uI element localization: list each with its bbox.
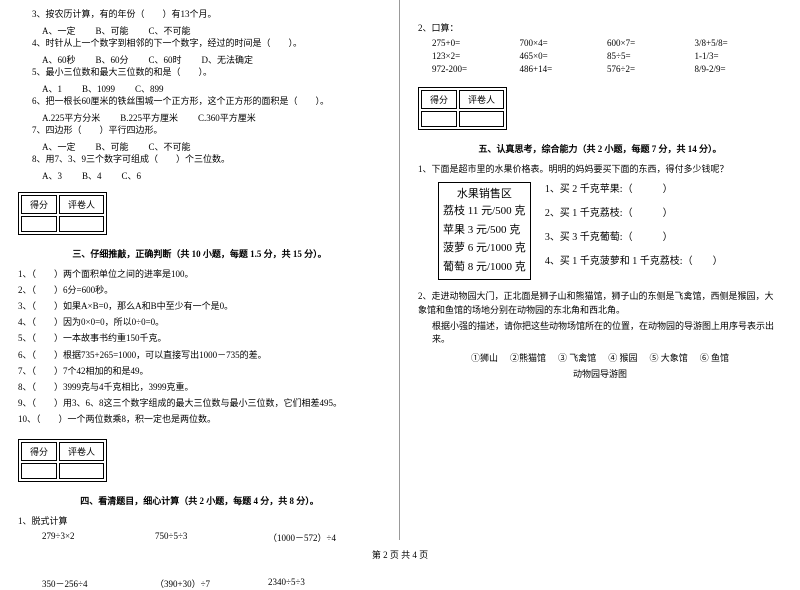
question-3: 3、按农历计算，有的年份（ ）有13个月。 <box>18 8 381 21</box>
map-title: 动物园导游图 <box>418 368 782 381</box>
section-3-title: 三、仔细推敲，正确判断（共 10 小题，每题 1.5 分，共 15 分）。 <box>18 247 381 260</box>
q4-options: A、60秒B、60分C、60时D、无法确定 <box>18 53 381 66</box>
q3-options: A、一定B、可能C、不可能 <box>18 24 381 37</box>
question-8: 8、用7、3、9三个数字可组成（ ）个三位数。 <box>18 153 381 166</box>
mental-row-2: 123×2=465×0=85÷5=1-1/3= <box>418 51 782 61</box>
judge-2: 2、（ ）6分=600秒。 <box>18 284 381 297</box>
q7-options: A、一定B、可能C、不可能 <box>18 140 381 153</box>
score-box-4: 得分评卷人 <box>18 439 107 482</box>
q6-options: A.225平方分米B.225平方厘米C.360平方厘米 <box>18 111 381 124</box>
problem-1: 1、下面是超市里的水果价格表。明明的妈妈要买下面的东西，得付多少钱呢？ <box>418 163 782 176</box>
problem-2a: 2、走进动物园大门，正北面是狮子山和熊猫馆，狮子山的东侧是飞禽馆，西侧是猴园，大… <box>418 290 782 316</box>
calc-row-1: 279÷3×2750÷5÷3（1000－572）÷4 <box>18 531 381 544</box>
judge-9: 9、（ ）用3、6、8这三个数字组成的最大三位数与最小三位数，它们相差495。 <box>18 397 381 410</box>
judge-7: 7、（ ）7个42相加的和是49。 <box>18 365 381 378</box>
legend-row: ①狮山②熊猫馆③ 飞禽馆④ 猴园⑤ 大象馆⑥ 鱼馆 <box>418 352 782 365</box>
mental-row-1: 275+0=700×4=600×7=3/8+5/8= <box>418 38 782 48</box>
judge-8: 8、（ ）3999克与4千克相比，3999克重。 <box>18 381 381 394</box>
judge-5: 5、（ ）一本故事书约重150千克。 <box>18 332 381 345</box>
calc-row-2: 350－256÷4（390+30）÷72340÷5÷3 <box>18 577 381 590</box>
fruit-questions: 1、买 2 千克苹果:（ ） 2、买 1 千克荔枝:（ ） 3、买 3 千克葡萄… <box>531 182 723 280</box>
score-box-5: 得分评卷人 <box>418 87 507 130</box>
question-5: 5、最小三位数和最大三位数的和是（ ）。 <box>18 66 381 79</box>
fruit-section: 水果销售区 荔枝 11 元/500 克 苹果 3 元/500 克 菠萝 6 元/… <box>418 182 782 280</box>
calc-1-label: 1、脱式计算 <box>18 515 381 528</box>
section-5-title: 五、认真思考，综合能力（共 2 小题，每题 7 分，共 14 分）。 <box>418 142 782 155</box>
judge-4: 4、（ ）因为0×0=0，所以0÷0=0。 <box>18 316 381 329</box>
judge-1: 1、（ ）两个面积单位之间的进率是100。 <box>18 268 381 281</box>
judge-3: 3、（ ）如果A×B=0，那么A和B中至少有一个是0。 <box>18 300 381 313</box>
mental-label: 2、口算： <box>418 22 782 35</box>
question-7: 7、四边形（ ）平行四边形。 <box>18 124 381 137</box>
judge-10: 10、（ ）一个两位数乘8，积一定也是两位数。 <box>18 413 381 426</box>
q8-options: A、3B、4C、6 <box>18 169 381 182</box>
score-box-3: 得分评卷人 <box>18 192 107 235</box>
question-4: 4、时针从上一个数字到相邻的下一个数字，经过的时间是（ ）。 <box>18 37 381 50</box>
judge-6: 6、（ ）根据735+265=1000，可以直接写出1000－735的差。 <box>18 349 381 362</box>
problem-2b: 根据小强的描述，请你把这些动物场馆所在的位置，在动物园的导游图上用序号表示出来。 <box>418 320 782 346</box>
right-column: 2、口算： 275+0=700×4=600×7=3/8+5/8= 123×2=4… <box>400 0 800 540</box>
page-footer: 第 2 页 共 4 页 <box>0 548 800 561</box>
q5-options: A、1B、1099C、899 <box>18 82 381 95</box>
fruit-price-table: 水果销售区 荔枝 11 元/500 克 苹果 3 元/500 克 菠萝 6 元/… <box>438 182 531 280</box>
section-4-title: 四、看清题目，细心计算（共 2 小题，每题 4 分，共 8 分）。 <box>18 494 381 507</box>
left-column: 3、按农历计算，有的年份（ ）有13个月。 A、一定B、可能C、不可能 4、时针… <box>0 0 400 540</box>
question-6: 6、把一根长60厘米的铁丝围城一个正方形，这个正方形的面积是（ ）。 <box>18 95 381 108</box>
mental-row-3: 972-200=486+14=576÷2=8/9-2/9= <box>418 64 782 74</box>
